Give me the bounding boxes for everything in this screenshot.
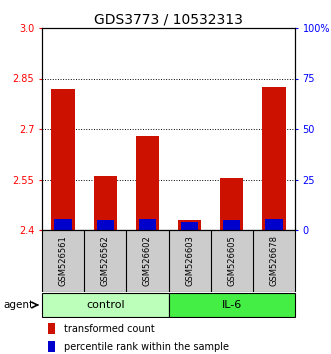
Bar — [54, 219, 72, 230]
Text: GSM526605: GSM526605 — [227, 235, 236, 286]
Text: transformed count: transformed count — [64, 324, 155, 334]
Bar — [42, 293, 168, 317]
Text: percentile rank within the sample: percentile rank within the sample — [64, 342, 229, 352]
Bar — [223, 220, 240, 230]
Text: GSM526562: GSM526562 — [101, 235, 110, 286]
Text: control: control — [86, 300, 124, 310]
Text: GSM526603: GSM526603 — [185, 235, 194, 286]
Bar — [97, 220, 114, 230]
Bar — [265, 219, 283, 230]
Text: GSM526561: GSM526561 — [59, 235, 68, 286]
Bar — [178, 220, 201, 230]
Text: GSM526678: GSM526678 — [269, 235, 278, 286]
Bar — [136, 136, 159, 230]
Title: GDS3773 / 10532313: GDS3773 / 10532313 — [94, 13, 243, 27]
Text: GSM526602: GSM526602 — [143, 235, 152, 286]
Bar — [168, 293, 295, 317]
Bar — [52, 88, 75, 230]
Bar — [139, 219, 156, 230]
Text: agent: agent — [3, 300, 33, 310]
Text: IL-6: IL-6 — [222, 300, 242, 310]
Bar — [262, 87, 286, 230]
Bar — [181, 222, 198, 230]
Bar — [48, 341, 55, 352]
Bar — [94, 176, 117, 230]
Bar — [220, 178, 243, 230]
Bar — [48, 324, 55, 334]
